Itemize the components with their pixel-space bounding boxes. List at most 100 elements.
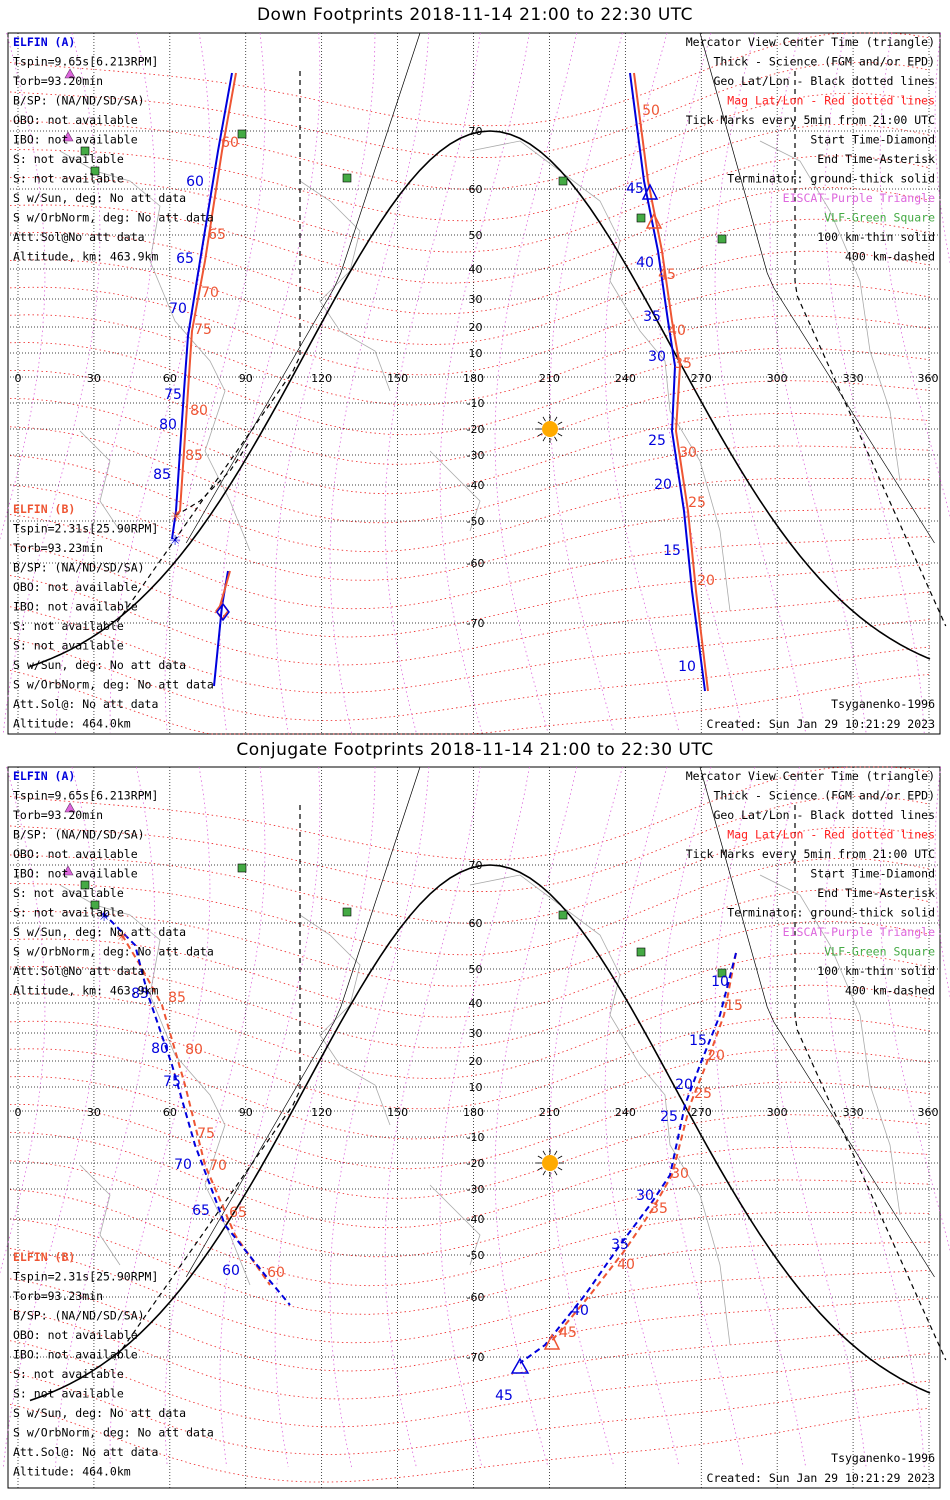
elfin-b-info-line: B/SP: (NA/ND/SD/SA) [13,1309,145,1323]
lon-tick-label: 90 [239,1106,253,1119]
lat-tick-label: 50 [469,963,483,976]
elfin-a-mlat-label: 80 [151,1041,169,1057]
mag-lat-line [9,1340,931,1428]
vlf-station-square [558,176,568,186]
elfin-a-info-line: Tspin=9.65s[6.213RPM] [13,55,158,69]
legend-entry: EISCAT-Purple Triangle [783,925,935,939]
elfin-a-info-line: Att.Sol@No att data [13,230,145,244]
lat-tick-label: 20 [469,321,483,334]
legend-entry: 100 km-thin solid [817,230,935,244]
vlf-station-square [80,880,90,890]
elfin-a-mlat-label: 70 [169,301,187,317]
mag-lat-line [9,62,931,158]
mag-lon-line [549,766,623,1468]
elfin-a-info-line: OBO: not available [13,847,138,861]
map-frame [7,766,941,1489]
mag-lon-line [714,766,807,1468]
sun-ray [542,1170,546,1176]
mag-lat-line [9,1048,931,1140]
mag-lon-line [2,766,101,1468]
elfin-a-center-triangle [641,183,659,200]
vlf-station-square [342,173,352,183]
mag-lat-line [9,282,931,376]
sun-ray [557,421,563,425]
mag-lat-line [9,1132,931,1229]
sun-ray [557,433,563,437]
lat-tick-label: -50 [467,1249,485,1262]
eiscat-triangle-icon [62,865,74,876]
elfin-a-mlat-label: 15 [663,543,681,559]
sun-ray [537,1167,543,1171]
elfin-b-mlat-label: 35 [674,356,692,372]
elfin-b-info-line: IBO: not available [13,600,138,614]
eiscat-triangle-icon [64,802,76,813]
elfin-a-info-line: B/SP: (NA/ND/SD/SA) [13,94,145,108]
vlf-station-square [717,234,727,244]
lon-tick-label: 120 [311,372,332,385]
elfin-b-info-line: OBO: not available [13,580,138,594]
elfin-b-info-line: Altitude: 464.0km [13,1465,131,1479]
lat-tick-label: -60 [467,1291,485,1304]
elfin-a-mlat-label: 85 [131,986,149,1002]
lat-tick-label: -50 [467,515,485,528]
mag-lon-line [439,32,530,734]
terminator-400km [794,71,947,627]
elfin-b-mlat-label: 20 [707,1048,725,1064]
elfin-b-track [633,72,709,692]
legend-entry: Thick - Science (FGM and/or EPD) [713,789,935,803]
elfin-b-mlat-label: 85 [185,448,203,464]
coastline [79,430,121,532]
lon-tick-label: 210 [539,1106,560,1119]
lat-tick-label: -30 [467,449,485,462]
elfin-b-mlat-label: 40 [668,323,686,339]
vlf-station-square [237,129,247,139]
elfin-b-mlat-label: 60 [221,135,239,151]
elfin-b-info-line: Altitude: 464.0km [13,717,131,731]
lon-tick-label: 0 [15,372,22,385]
elfin-a-info-line: S w/OrbNorm, deg: No att data [13,945,214,959]
lat-tick-label: -20 [467,1157,485,1170]
lon-tick-label: 270 [691,1106,712,1119]
mag-lon-line [384,32,481,734]
mag-lon-line [824,766,925,1468]
coastline [429,1184,481,1266]
sun-ray [554,1170,558,1176]
mag-lon-line [164,32,266,734]
elfin-a-info-line: Torb=93.20min [13,74,103,88]
mag-lat-line [9,637,931,721]
lon-tick-label: 0 [15,1106,22,1119]
elfin-b-mlat-label: 65 [229,1205,247,1221]
elfin-a-mlat-label: 45 [626,181,644,197]
lon-tick-label: 240 [615,372,636,385]
conjugate-panel-title: Conjugate Footprints 2018-11-14 21:00 to… [236,740,714,760]
lat-tick-label: 30 [469,293,483,306]
elfin-a-info-line: Tspin=9.65s[6.213RPM] [13,789,158,803]
mag-lat-line [9,606,931,694]
elfin-b-mlat-label: 45 [559,1325,577,1341]
lat-tick-label: 70 [469,859,483,872]
lon-tick-label: 180 [463,1106,484,1119]
vlf-station-square [636,947,646,957]
elfin-a-info-line: S: not available [13,886,124,900]
elfin-a-mlat-label: 25 [660,1109,678,1125]
conjugate-footprints-map: 0 30 60 90 120 150 180 210 240 270 300 330 360 70 60 50… [0,766,950,1489]
mag-lat-line [9,455,931,553]
elfin-a-mlat-label: 40 [571,1303,589,1319]
mag-lat-line [9,1371,931,1455]
elfin-b-track [174,72,237,517]
elfin-b-mlat-label: 80 [190,403,208,419]
elfin-a-info-line: S: not available [13,172,124,186]
elfin-b-heading: ELFIN (B) [13,502,75,516]
mag-lon-line [384,766,481,1468]
mag-lon-line [879,32,950,518]
mag-lat-line [9,342,931,436]
lat-tick-label: -20 [467,423,485,436]
legend-entry: Tick Marks every 5min from 21:00 UTC [686,113,935,127]
lat-tick-label: 10 [469,1081,483,1094]
elfin-a-mlat-label: 30 [648,349,666,365]
terminator-100km [185,766,421,1278]
elfin-b-info-line: S w/Sun, deg: No att data [13,658,186,672]
mag-lat-line [9,155,931,253]
mag-lat-line [9,398,931,495]
elfin-b-center-triangle [543,1333,561,1350]
